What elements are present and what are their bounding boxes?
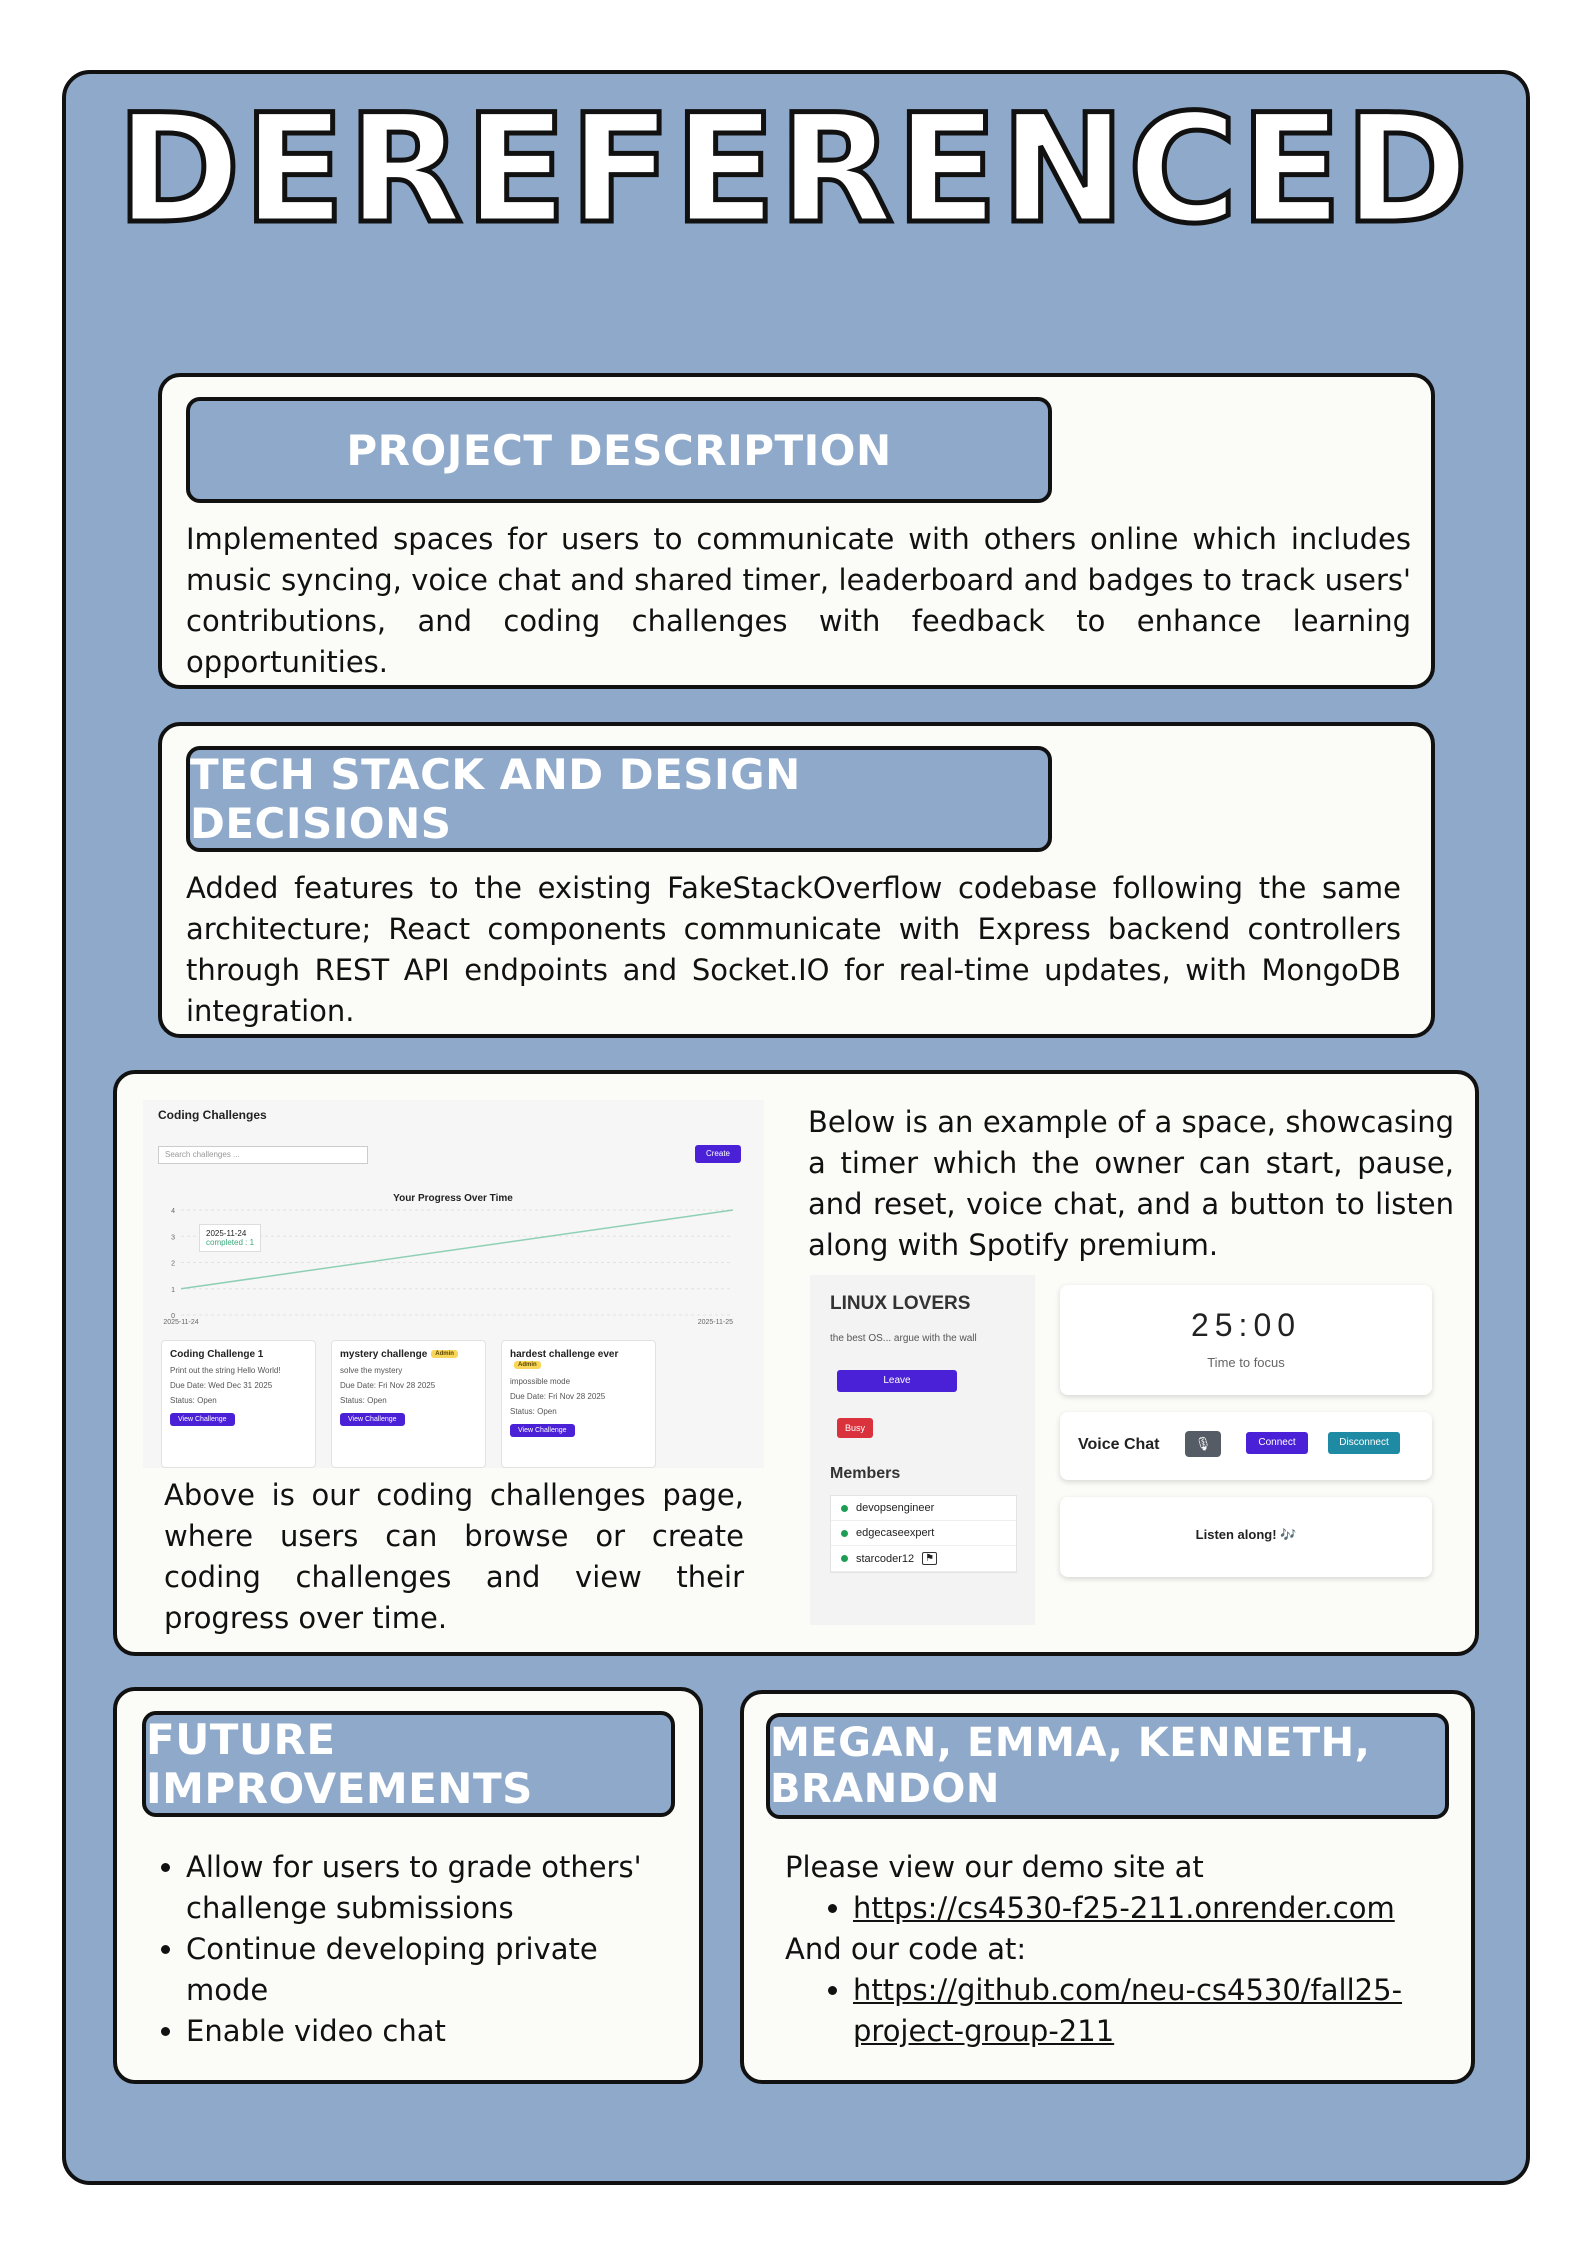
- project-description-text: Implemented spaces for users to communic…: [186, 522, 1411, 679]
- owner-crown-icon: ⚑: [922, 1552, 938, 1565]
- challenge-status: Status: Open: [340, 1396, 387, 1405]
- y-tick-label: 0: [171, 1313, 175, 1320]
- code-link-list: https://github.com/neu-cs4530/fall25-pro…: [817, 1970, 1417, 2052]
- timer-caption: Time to focus: [1207, 1355, 1285, 1370]
- demo-site-link[interactable]: https://cs4530-f25-211.onrender.com: [853, 1888, 1417, 1929]
- space-main-screenshot: 25:00 Time to focus Voice Chat 🎙 Connect…: [1050, 1275, 1450, 1625]
- tooltip-value: completed : 1: [206, 1238, 255, 1247]
- tooltip-date: 2025-11-24: [206, 1229, 247, 1238]
- progress-chart: 0 1 2 3 4 2025-11-24 2025-11-25: [163, 1208, 734, 1326]
- demo-link-list: https://cs4530-f25-211.onrender.com: [817, 1888, 1417, 1929]
- code-intro: And our code at:: [785, 1932, 1027, 1966]
- tech-stack-heading: TECH STACK AND DESIGN DECISIONS: [186, 746, 1052, 852]
- timer-display: 25:00: [1190, 1307, 1302, 1343]
- challenge-desc: solve the mystery: [340, 1366, 403, 1375]
- challenge-due: Due Date: Fri Nov 28 2025: [340, 1381, 436, 1390]
- view-challenge-button[interactable]: View Challenge: [170, 1413, 235, 1426]
- challenge-card-3[interactable]: hardest challenge everAdmin impossible m…: [501, 1340, 656, 1468]
- demo-intro: Please view our demo site at: [785, 1850, 1204, 1884]
- improvement-item: Continue developing private mode: [186, 1929, 675, 2011]
- member-row: devopsengineer: [831, 1496, 1016, 1521]
- challenges-page-title: Coding Challenges: [158, 1108, 267, 1122]
- future-improvements-list: Allow for users to grade others' challen…: [150, 1847, 675, 2052]
- space-description: the best OS... argue with the wall: [830, 1333, 977, 1344]
- space-name: LINUX LOVERS: [830, 1293, 971, 1314]
- challenge-card-1[interactable]: Coding Challenge 1 Print out the string …: [161, 1340, 316, 1468]
- member-row: edgecaseexpert: [831, 1521, 1016, 1546]
- y-tick-label: 1: [171, 1287, 175, 1294]
- search-challenges-input[interactable]: Search challenges ...: [158, 1146, 368, 1164]
- code-repo-link[interactable]: https://github.com/neu-cs4530/fall25-pro…: [853, 1970, 1417, 2052]
- admin-badge: Admin: [514, 1361, 541, 1370]
- member-name: starcoder12: [856, 1552, 915, 1565]
- challenges-caption: Above is our coding challenges page, whe…: [164, 1478, 744, 1635]
- create-challenge-button[interactable]: Create: [695, 1145, 741, 1163]
- voice-chat-label: Voice Chat: [1078, 1436, 1160, 1453]
- busy-status-button[interactable]: Busy: [837, 1418, 873, 1438]
- challenge-due: Due Date: Wed Dec 31 2025: [170, 1381, 273, 1390]
- y-tick-label: 2: [171, 1261, 175, 1268]
- online-dot-icon: [841, 1529, 848, 1537]
- space-caption: Below is an example of a space, showcasi…: [808, 1105, 1454, 1262]
- disconnect-button[interactable]: Disconnect: [1328, 1432, 1400, 1454]
- challenge-status: Status: Open: [510, 1407, 557, 1416]
- challenge-title: mystery challenge: [340, 1349, 428, 1360]
- chart-tooltip: 2025-11-24 completed : 1: [199, 1224, 262, 1252]
- members-heading: Members: [830, 1465, 901, 1482]
- challenge-due: Due Date: Fri Nov 28 2025: [510, 1392, 606, 1401]
- microphone-icon[interactable]: 🎙: [1185, 1431, 1221, 1457]
- improvement-item: Enable video chat: [186, 2011, 675, 2052]
- view-challenge-button[interactable]: View Challenge: [340, 1413, 405, 1426]
- online-dot-icon: [841, 1504, 848, 1512]
- x-tick-label: 2025-11-24: [163, 1319, 198, 1326]
- y-tick-label: 3: [171, 1234, 175, 1241]
- members-list: devopsengineer edgecaseexpert starcoder1…: [830, 1495, 1017, 1573]
- poster-title: DEREFERENCED: [114, 83, 1471, 257]
- tech-stack-text: Added features to the existing FakeStack…: [186, 871, 1401, 1028]
- listen-along-card[interactable]: Listen along! 🎶: [1060, 1497, 1432, 1577]
- space-sidebar-screenshot: LINUX LOVERS the best OS... argue with t…: [810, 1275, 1035, 1625]
- member-name: devopsengineer: [856, 1502, 935, 1514]
- y-tick-label: 4: [171, 1208, 175, 1215]
- timer-card: 25:00 Time to focus: [1060, 1285, 1432, 1395]
- voice-chat-card: Voice Chat 🎙 Connect Disconnect: [1060, 1412, 1432, 1480]
- challenge-card-2[interactable]: mystery challenge Admin solve the mystery…: [331, 1340, 486, 1468]
- future-improvements-heading: FUTURE IMPROVEMENTS: [142, 1711, 675, 1817]
- online-dot-icon: [841, 1555, 848, 1562]
- x-tick-label: 2025-11-25: [698, 1319, 733, 1326]
- member-row: starcoder12 ⚑: [831, 1546, 1016, 1572]
- challenge-status: Status: Open: [170, 1396, 217, 1405]
- view-challenge-button[interactable]: View Challenge: [510, 1424, 575, 1437]
- challenge-title: hardest challenge ever: [510, 1349, 619, 1360]
- member-name: edgecaseexpert: [856, 1527, 935, 1539]
- listen-along-button[interactable]: Listen along! 🎶: [1195, 1527, 1297, 1542]
- leave-button[interactable]: Leave: [837, 1370, 957, 1392]
- challenge-title: Coding Challenge 1: [170, 1349, 264, 1360]
- project-description-heading: PROJECT DESCRIPTION: [186, 397, 1052, 503]
- chart-title: Your Progress Over Time: [393, 1193, 513, 1204]
- improvement-item: Allow for users to grade others' challen…: [186, 1847, 675, 1929]
- challenge-desc: impossible mode: [510, 1377, 571, 1386]
- coding-challenges-screenshot: Coding Challenges Search challenges ... …: [143, 1100, 764, 1468]
- connect-button[interactable]: Connect: [1246, 1432, 1308, 1454]
- team-heading: MEGAN, EMMA, KENNETH, BRANDON: [766, 1713, 1449, 1819]
- series-line-completed: [180, 1209, 734, 1290]
- challenge-desc: Print out the string Hello World!: [170, 1366, 281, 1375]
- admin-badge: Admin: [431, 1350, 458, 1359]
